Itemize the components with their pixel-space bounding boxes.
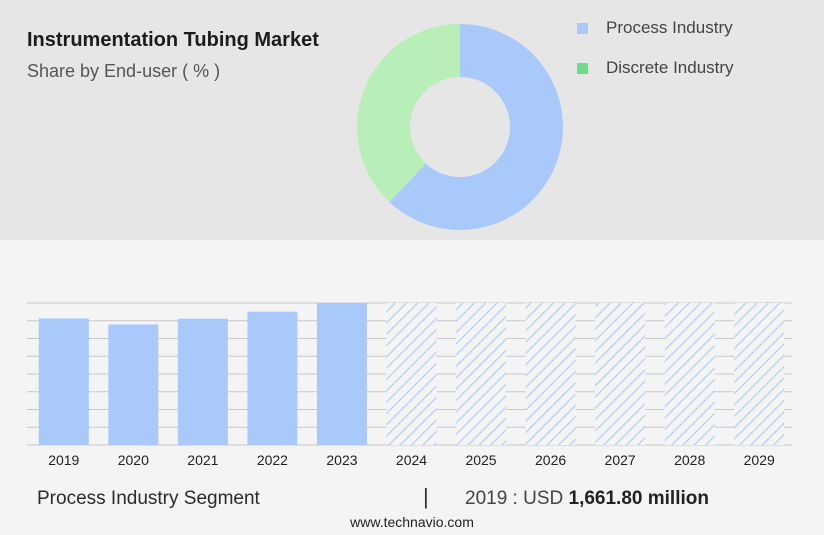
x-tick-label: 2025 (465, 452, 496, 468)
donut-chart (356, 24, 563, 230)
x-tick-label: 2028 (674, 452, 705, 468)
forecast-bar-2027 (595, 303, 646, 445)
segment-value: 2019 : USD 1,661.80 million (465, 488, 709, 510)
forecast-bar-2024 (386, 303, 437, 445)
chart-title: Instrumentation Tubing Market (27, 29, 319, 51)
bar-2019 (38, 318, 89, 445)
pie-slice-process-industry (389, 24, 563, 230)
legend-swatch-process (577, 22, 588, 34)
bar-2020 (108, 324, 159, 445)
x-tick-label: 2026 (535, 452, 566, 468)
footer-separator: | (423, 484, 429, 509)
source-url: www.technavio.com (350, 514, 474, 530)
x-tick-label: 2019 (48, 452, 79, 468)
segment-label: Process Industry Segment (37, 488, 260, 509)
legend-item-process: Process Industry (577, 8, 734, 48)
x-tick-label: 2022 (257, 452, 288, 468)
legend-label-process: Process Industry (606, 18, 733, 37)
legend-swatch-discrete (577, 62, 588, 74)
x-tick-label: 2029 (744, 452, 775, 468)
legend: Process Industry Discrete Industry (577, 8, 734, 88)
bar-2023 (316, 303, 367, 445)
bar-2022 (247, 311, 298, 445)
segment-value-amount: 1,661.80 million (568, 488, 709, 509)
pie-slice-discrete-industry (356, 24, 460, 203)
x-tick-label: 2020 (118, 452, 149, 468)
legend-item-discrete: Discrete Industry (577, 48, 734, 88)
forecast-bar-2029 (734, 303, 785, 445)
chart-subtitle: Share by End-user ( % ) (27, 61, 221, 81)
forecast-bar-2025 (456, 303, 507, 445)
bar-chart: 2019 2020 2021 2022 2023 2024 2025 2026 2027 2028… (27, 302, 792, 468)
x-tick-label: 2027 (605, 452, 636, 468)
bar-2021 (177, 318, 228, 445)
x-tick-label: 2024 (396, 452, 427, 468)
forecast-bar-2026 (525, 303, 576, 445)
x-tick-label: 2023 (326, 452, 357, 468)
x-tick-label: 2021 (187, 452, 218, 468)
legend-label-discrete: Discrete Industry (606, 58, 734, 77)
segment-value-prefix: 2019 : USD (465, 488, 564, 509)
forecast-bar-2028 (664, 303, 715, 445)
